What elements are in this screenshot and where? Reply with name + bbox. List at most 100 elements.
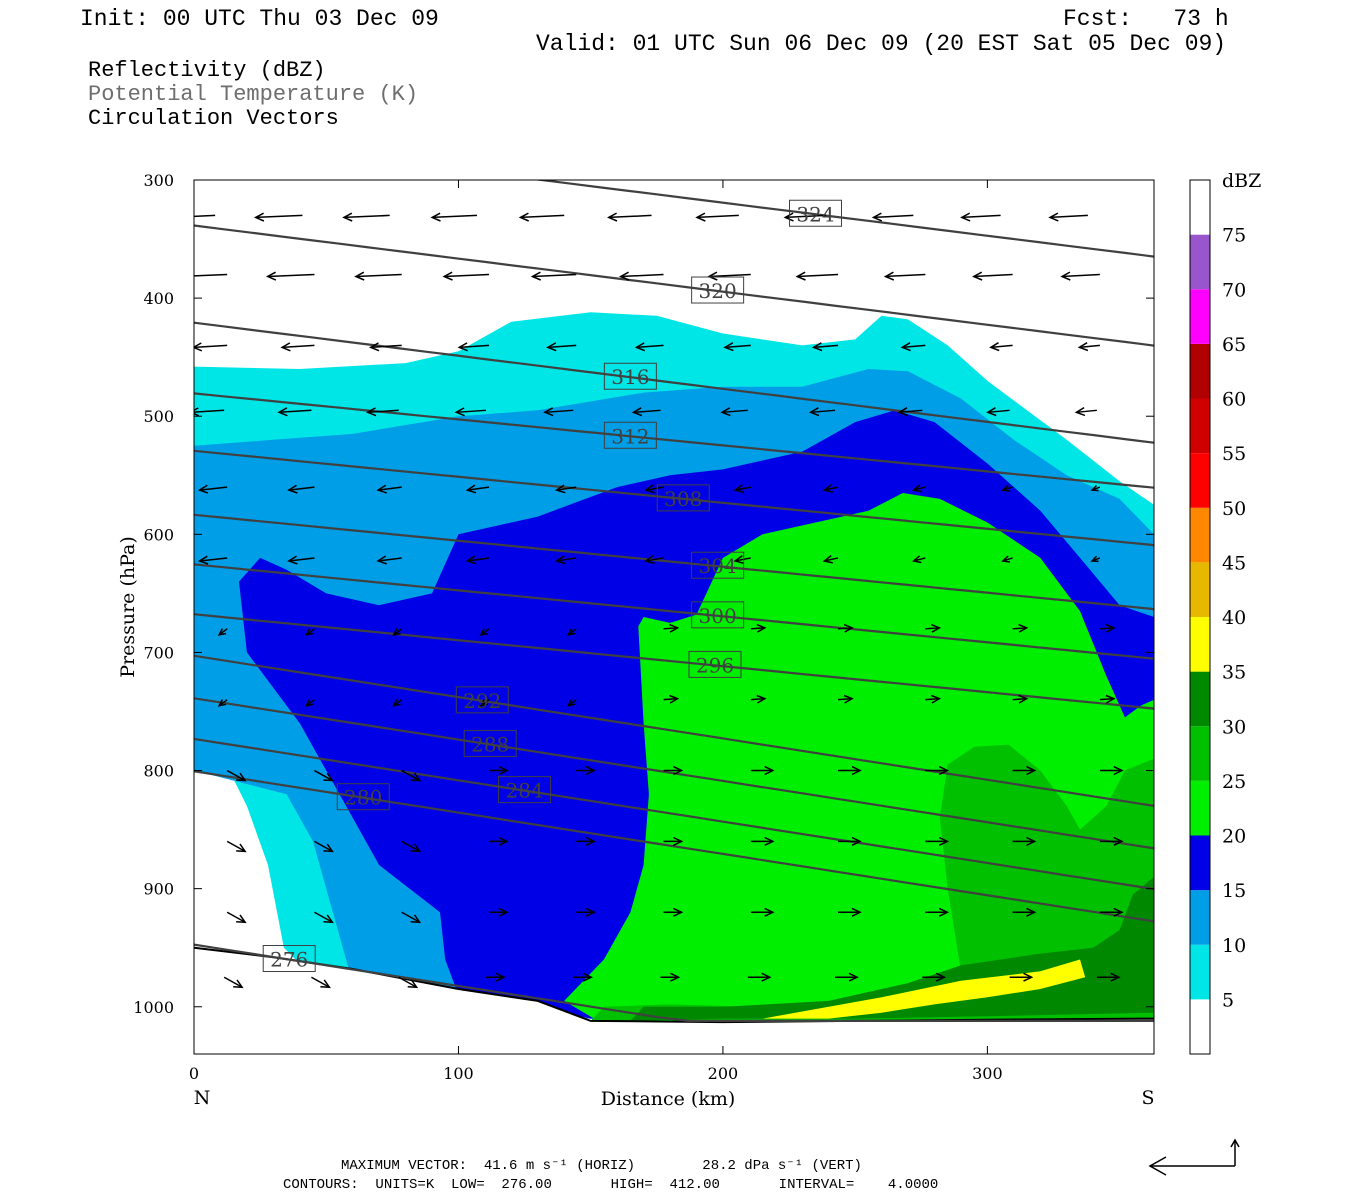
circulation-vector [223, 976, 244, 989]
circulation-vector [663, 694, 680, 704]
circulation-vector [1090, 484, 1101, 492]
circulation-vector [925, 694, 942, 704]
circulation-vector [365, 407, 399, 417]
circulation-vector [750, 694, 767, 704]
colorbar-title: dBZ [1222, 170, 1261, 192]
circulation-vector [644, 555, 664, 565]
circulation-vector [546, 342, 577, 352]
circulation-vector [750, 765, 775, 776]
circulation-vector [972, 271, 1013, 281]
circulation-vector [518, 212, 565, 222]
colorbar-tick-label: 70 [1222, 279, 1246, 301]
theta-label-box-308 [656, 484, 710, 512]
theta-label-276: 276 [270, 948, 308, 972]
circulation-vector [897, 407, 923, 417]
theta-label-304: 304 [699, 554, 737, 578]
theta-contour-324 [532, 180, 1154, 258]
circulation-vector [925, 765, 950, 776]
colorbar-tick-label: 50 [1222, 498, 1246, 520]
theta-label-box-296 [688, 650, 742, 678]
circulation-vector [634, 342, 664, 352]
circulation-vector [925, 623, 942, 633]
colorbar-tick-label: 75 [1222, 225, 1246, 247]
circulation-vector [835, 972, 859, 982]
theta-label-box-316 [603, 362, 657, 390]
footer-contours: CONTOURS: UNITS=K LOW= 276.00 HIGH= 412.… [283, 1177, 939, 1193]
circulation-vector [1012, 694, 1029, 704]
circulation-vector [911, 555, 926, 564]
colorbar-segment [1190, 562, 1210, 617]
circulation-vector [573, 972, 593, 982]
colorbar-segment [1190, 453, 1210, 508]
circulation-vector [401, 840, 422, 853]
y-tick-label: 300 [143, 171, 174, 190]
circulation-vector [925, 836, 950, 846]
theta-contour-276 [194, 943, 1154, 1023]
circulation-vector [750, 623, 767, 633]
circulation-vector [253, 212, 303, 222]
circulation-vector [287, 555, 315, 565]
circulation-vector [430, 212, 478, 222]
plot-frame [193, 179, 1155, 1055]
theta-contour-300 [194, 563, 1154, 660]
valid-time: Valid: 01 UTC Sun 06 Dec 09 (20 EST Sat … [536, 31, 1227, 57]
colorbar-segment [1190, 890, 1210, 945]
circulation-vector [1099, 836, 1124, 846]
circulation-vector [311, 976, 331, 989]
circulation-vector [392, 699, 403, 707]
circulation-vector [368, 342, 402, 352]
circulation-vector [314, 911, 334, 924]
circulation-vector [986, 407, 1010, 417]
x-axis-label: Distance (km) [601, 1088, 736, 1110]
circulation-vector [305, 628, 315, 636]
theta-contour-316 [194, 321, 1154, 444]
circulation-vector [925, 907, 950, 917]
circulation-vector [631, 407, 661, 417]
theta-contour-308 [194, 449, 1154, 547]
x-tick-label: 300 [972, 1064, 1003, 1083]
circulation-vector [314, 840, 334, 853]
circulation-vector [733, 554, 751, 565]
circulation-vector [265, 271, 315, 281]
circulation-vector [305, 699, 315, 707]
circulation-vector [457, 342, 490, 352]
circulation-vector [454, 407, 487, 417]
colorbar-tick-label: 65 [1222, 334, 1246, 356]
colorbar-frame [1189, 179, 1211, 1055]
legend-reflectivity: Reflectivity (dBZ) [88, 58, 326, 83]
circulation-vector [1099, 623, 1116, 633]
circulation-vector [1060, 271, 1100, 281]
circulation-vector [376, 555, 402, 565]
circulation-vector [838, 623, 854, 633]
colorbar-tick-label: 5 [1222, 989, 1234, 1011]
circulation-vector [392, 628, 403, 636]
colorbar-segment [1190, 999, 1210, 1054]
circulation-vector [1077, 342, 1100, 352]
colorbar-segment [1190, 671, 1210, 727]
circulation-vector [543, 407, 574, 417]
theta-contour-296 [194, 613, 1154, 710]
theta-label-316: 316 [611, 365, 649, 389]
colorbar-segment [1190, 343, 1210, 399]
footer-max-vector: MAXIMUM VECTOR: 41.6 m s⁻¹ (HORIZ) 28.2 … [341, 1158, 862, 1174]
circulation-vector [194, 273, 228, 277]
circulation-vector [838, 907, 862, 917]
x-tick-label: 200 [708, 1064, 739, 1083]
circulation-vector [342, 212, 390, 222]
circulation-vector [644, 484, 664, 494]
circulation-vector [695, 212, 739, 222]
circulation-vector [660, 972, 681, 982]
circulation-vector [607, 212, 652, 222]
y-tick-label: 800 [143, 762, 174, 781]
circulation-vector [479, 699, 490, 707]
colorbar-tick-label: 30 [1222, 716, 1246, 738]
y-tick-label: 900 [143, 880, 174, 899]
circulation-vector [485, 972, 506, 982]
circulation-vector [554, 555, 577, 565]
circulation-vector [663, 836, 684, 846]
theta-label-280: 280 [344, 786, 382, 810]
circulation-vector [576, 765, 596, 776]
circulation-vector [663, 623, 680, 633]
colorbar-segment [1190, 726, 1210, 781]
colorbar-segment [1190, 234, 1210, 290]
